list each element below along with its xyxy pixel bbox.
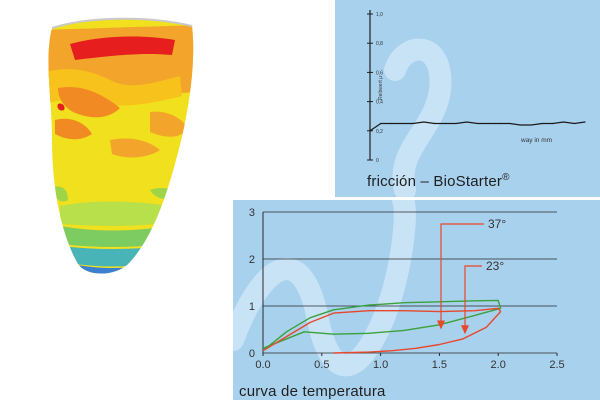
temp-x-tick-label: 2.0 [491, 359, 506, 371]
annotation-arrowhead [437, 320, 445, 330]
temp-x-tick-label: 2.5 [549, 359, 564, 371]
temperature-chart: 0 1 2 3 0.0 0.5 1.0 1.5 2.0 2.5 37° 23° [233, 200, 565, 377]
annotation-arrow-line [464, 265, 482, 328]
friction-data-point [444, 122, 446, 125]
friction-data-point [530, 124, 532, 126]
temp-y-tick-label: 2 [249, 254, 255, 266]
friction-data-point [584, 121, 586, 123]
swirl-decoration [384, 38, 452, 197]
friction-y-tick-label: 0,4 [376, 100, 383, 106]
friction-data-point [401, 122, 403, 125]
friction-y-tick-label: 0,6 [376, 70, 383, 76]
friction-data-point [369, 130, 371, 132]
friction-data-point [509, 122, 511, 125]
friction-data-point [487, 122, 489, 125]
friction-y-tick-label: 1,0 [376, 12, 383, 18]
registered-mark: ® [502, 172, 510, 183]
temperature-chart-caption: curva de temperatura [239, 383, 386, 400]
friction-y-tick-label: 0,8 [376, 41, 383, 47]
friction-data-point [380, 122, 382, 125]
friction-data-point [552, 122, 554, 125]
swirl-decoration [233, 200, 416, 377]
annotation-label: 37° [488, 217, 506, 231]
temp-x-tick-label: 1.5 [432, 359, 447, 371]
friction-chart-panel: 0 0,2 0,4 0,6 0,8 1,0 Reibwert μ way in mm fric… [335, 0, 600, 197]
friction-chart-caption: fricción – BioStarter® [367, 172, 510, 190]
friction-data-point [455, 122, 457, 125]
temp-x-tick-label: 0.0 [255, 359, 270, 371]
friction-y-axis-label: Reibwert μ [378, 76, 384, 100]
temp-series-line-0 [262, 299, 502, 352]
friction-y-tick-label: 0,2 [376, 129, 383, 135]
friction-data-point [433, 122, 436, 125]
friction-data-point [390, 122, 393, 125]
temp-y-tick-label: 3 [249, 207, 255, 219]
friction-data-point [466, 121, 468, 123]
friction-data-point [519, 124, 522, 126]
friction-data-point [476, 122, 479, 125]
friction-chart: 0 0,2 0,4 0,6 0,8 1,0 Reibwert μ way in mm [367, 10, 586, 197]
friction-data-point [423, 121, 425, 123]
temp-x-tick-label: 0.5 [314, 359, 329, 371]
friction-data-point [541, 122, 543, 125]
annotation-arrow-line [440, 223, 484, 323]
pressure-map-cone-icon [48, 17, 194, 274]
friction-caption-text: fricción – BioStarter [367, 173, 503, 190]
friction-data-point [412, 122, 414, 125]
temp-y-tick-label: 0 [249, 348, 255, 360]
temp-series-line-1 [262, 307, 502, 354]
annotation-arrowhead [461, 325, 469, 335]
friction-data-point [562, 121, 565, 123]
friction-data-point [573, 122, 575, 125]
friction-data-point [498, 122, 500, 125]
friction-x-axis-label: way in mm [520, 137, 552, 144]
temp-y-tick-label: 1 [249, 301, 255, 313]
temp-x-tick-label: 1.0 [373, 359, 388, 371]
annotation-label: 23° [486, 259, 504, 273]
temperature-chart-panel: 0 1 2 3 0.0 0.5 1.0 1.5 2.0 2.5 37° 23° curva de te… [233, 200, 600, 400]
friction-y-tick-label: 0 [376, 158, 379, 164]
